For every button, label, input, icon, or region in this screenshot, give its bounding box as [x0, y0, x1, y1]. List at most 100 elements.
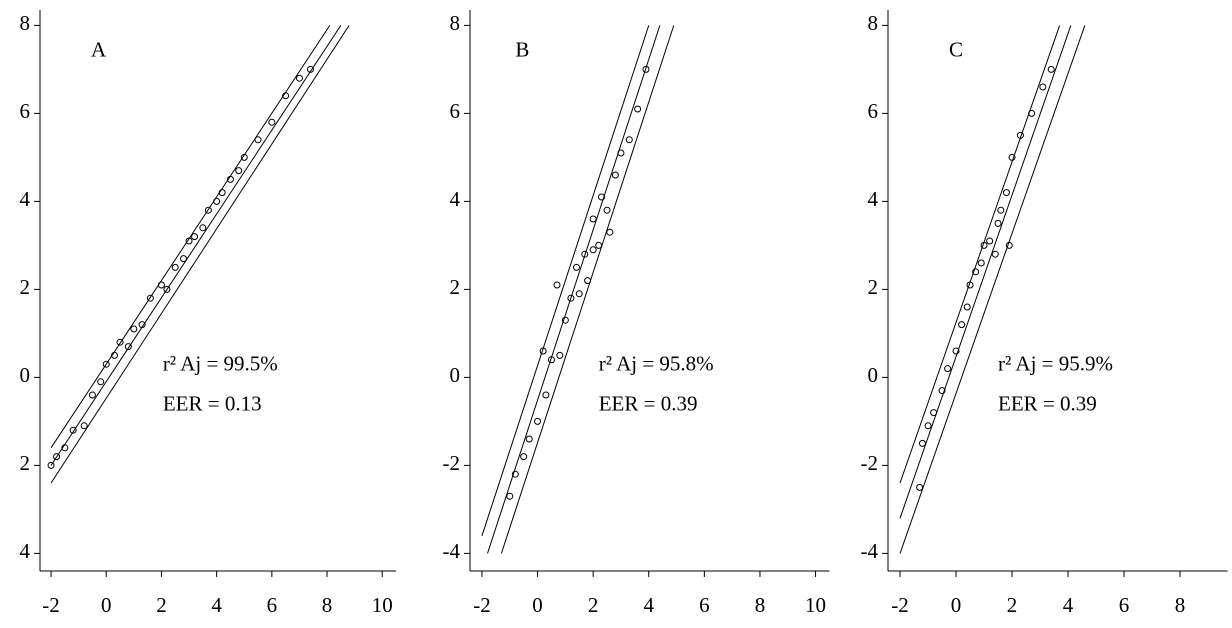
- point: [542, 391, 550, 399]
- point: [88, 391, 96, 399]
- fit-line: [487, 25, 661, 554]
- point: [553, 281, 561, 289]
- panel-label: A: [91, 38, 107, 62]
- point: [226, 175, 234, 183]
- y-tick-label: 4: [20, 539, 31, 563]
- x-tick-label: -2: [473, 593, 491, 617]
- point: [1002, 189, 1010, 197]
- x-tick-label: 8: [1175, 593, 1186, 617]
- point: [213, 197, 221, 205]
- point: [61, 444, 69, 452]
- point: [1016, 131, 1024, 139]
- point: [581, 250, 589, 258]
- y-tick-label: 4: [450, 187, 461, 211]
- point: [589, 215, 597, 223]
- point: [295, 74, 303, 82]
- x-tick-label: 6: [1119, 593, 1130, 617]
- x-tick-label: -2: [42, 593, 60, 617]
- point: [534, 417, 542, 425]
- point: [1008, 153, 1016, 161]
- x-tick-label: 2: [156, 593, 167, 617]
- point: [556, 351, 564, 359]
- fit-line: [899, 25, 1072, 519]
- y-tick-label: 0: [20, 363, 31, 387]
- point: [1039, 83, 1047, 91]
- point: [199, 224, 207, 232]
- point: [575, 290, 583, 298]
- y-tick-label: 8: [868, 11, 879, 35]
- point: [171, 263, 179, 271]
- point: [102, 360, 110, 368]
- y-tick-label: 0: [868, 363, 879, 387]
- y-tick-label: 8: [20, 11, 31, 35]
- point: [916, 483, 924, 491]
- annotation: r² Aj = 99.5%: [163, 351, 278, 375]
- point: [938, 387, 946, 395]
- point: [625, 136, 633, 144]
- point: [506, 492, 514, 500]
- point: [218, 189, 226, 197]
- x-tick-label: 2: [588, 593, 599, 617]
- x-tick-label: 1: [1231, 593, 1232, 617]
- point: [268, 118, 276, 126]
- point: [924, 422, 932, 430]
- point: [561, 316, 569, 324]
- point: [595, 241, 603, 249]
- y-tick-label: 4: [20, 187, 31, 211]
- point: [282, 92, 290, 100]
- x-tick-label: 10: [372, 593, 393, 617]
- y-tick-label: 2: [868, 275, 879, 299]
- fit-line: [50, 25, 331, 449]
- point: [204, 206, 212, 214]
- point: [944, 365, 952, 373]
- point: [47, 461, 55, 469]
- y-tick-label: 8: [450, 11, 461, 35]
- point: [116, 338, 124, 346]
- point: [634, 105, 642, 113]
- point: [1028, 109, 1036, 117]
- y-tick-label: 6: [20, 99, 31, 123]
- point: [930, 409, 938, 417]
- x-tick-label: -2: [891, 593, 909, 617]
- point: [980, 241, 988, 249]
- point: [986, 237, 994, 245]
- point: [966, 281, 974, 289]
- y-tick-label: 0: [450, 363, 461, 387]
- point: [958, 321, 966, 329]
- point: [306, 65, 314, 73]
- panel-label: B: [515, 38, 529, 62]
- fit-line: [50, 25, 350, 484]
- point: [111, 351, 119, 359]
- annotation: r² Aj = 95.9%: [998, 351, 1113, 375]
- point: [547, 356, 555, 364]
- point: [994, 219, 1002, 227]
- point: [539, 347, 547, 355]
- point: [617, 149, 625, 157]
- point: [991, 250, 999, 258]
- x-tick-label: 6: [267, 593, 278, 617]
- x-tick-label: 0: [951, 593, 962, 617]
- point: [235, 167, 243, 175]
- panel-label: C: [949, 38, 963, 62]
- x-tick-label: 4: [1063, 593, 1074, 617]
- point: [520, 453, 528, 461]
- x-tick-label: 8: [322, 593, 333, 617]
- point: [642, 65, 650, 73]
- y-tick-label: 6: [868, 99, 879, 123]
- y-tick-label: -2: [443, 451, 461, 475]
- point: [611, 171, 619, 179]
- point: [69, 426, 77, 434]
- point: [130, 325, 138, 333]
- point: [157, 281, 165, 289]
- annotation: EER = 0.13: [163, 391, 262, 415]
- point: [53, 453, 61, 461]
- point: [918, 439, 926, 447]
- point: [1047, 65, 1055, 73]
- point: [597, 193, 605, 201]
- annotation: EER = 0.39: [998, 391, 1097, 415]
- fit-line: [500, 25, 675, 554]
- x-tick-label: 4: [644, 593, 655, 617]
- point: [138, 321, 146, 329]
- x-tick-label: 2: [1007, 593, 1018, 617]
